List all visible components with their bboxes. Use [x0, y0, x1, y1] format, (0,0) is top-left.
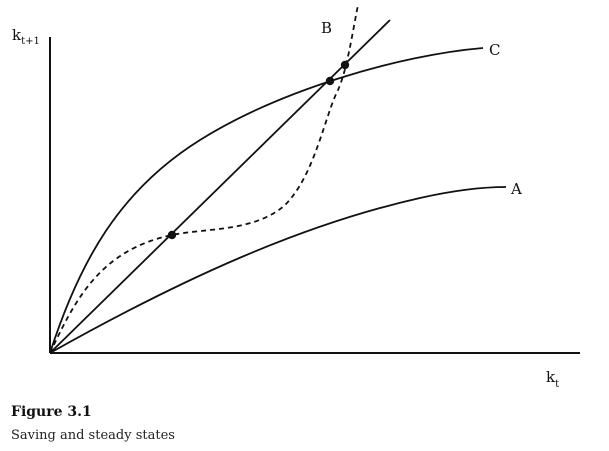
curve-a	[49, 186, 507, 354]
steady-state-point-low	[167, 230, 177, 240]
curve-c	[49, 47, 484, 354]
x-axis-label: kt	[546, 368, 559, 390]
curve-c-label: C	[489, 41, 500, 59]
figure-caption-title: Figure 3.1	[11, 404, 92, 420]
curve-a-label: A	[510, 180, 522, 198]
curve-b-label: B	[321, 19, 332, 37]
steady-state-point-b-high	[340, 60, 350, 70]
forty-five-degree-line	[49, 19, 391, 354]
y-axis-label: kt+1	[12, 26, 40, 47]
curve-b	[49, 4, 359, 354]
steady-state-point-c	[325, 76, 335, 86]
figure-caption-text: Saving and steady states	[11, 428, 175, 443]
